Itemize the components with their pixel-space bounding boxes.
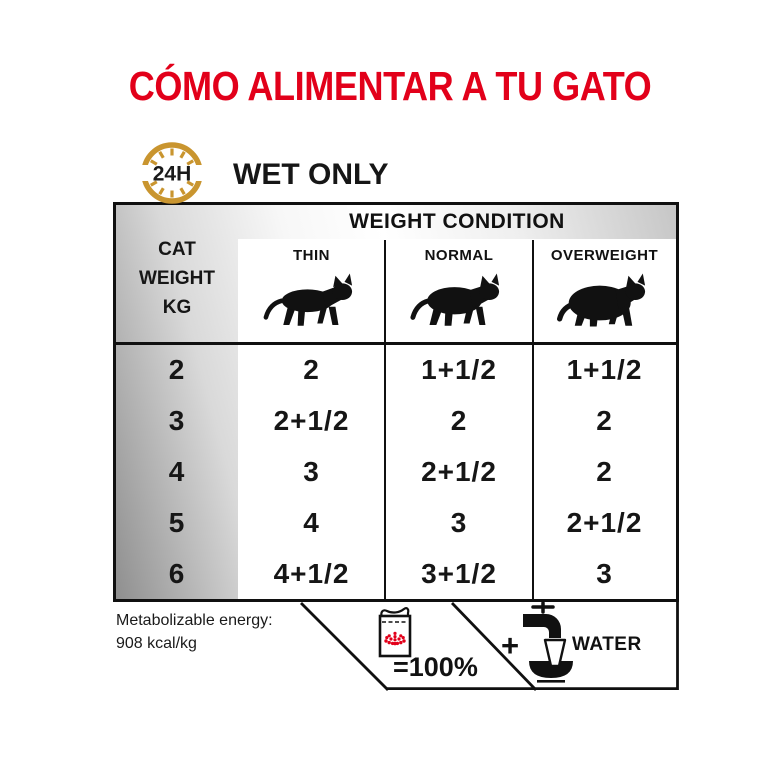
portion-value-overweight: 2 <box>596 455 613 487</box>
column-header-normal: NORMAL <box>385 240 533 342</box>
cat-weight-value: 5 <box>168 506 186 538</box>
24h-clock-icon: 24H <box>138 142 206 204</box>
column-header-overweight: OVERWEIGHT <box>533 240 676 342</box>
overweight-label: OVERWEIGHT <box>550 247 659 264</box>
normal-cat-icon <box>410 273 500 326</box>
portion-value-normal: 3 <box>450 506 468 538</box>
portion-value-normal: 3+1/2 <box>421 557 497 589</box>
table-row: 6 4+1/2 3+1/2 3 <box>116 548 676 599</box>
table-row: 5 4 3 2+1/2 <box>116 497 676 548</box>
metabolizable-energy-note: Metabolizable energy: 908 kcal/kg <box>116 609 273 655</box>
table-rows: 2 2 1+1/2 1+1/2 3 2+1/2 2 2 4 3 2+1/2 2 … <box>116 345 676 599</box>
portion-value-normal: 2+1/2 <box>421 455 497 487</box>
normal-label: NORMAL <box>424 247 494 264</box>
portion-value-overweight: 1+1/2 <box>566 354 643 386</box>
row-header-line: KG <box>162 297 192 318</box>
table-row: 4 3 2+1/2 2 <box>116 447 676 498</box>
water-faucet-icon <box>523 601 573 683</box>
cat-weight-value: 2 <box>168 354 186 386</box>
weight-condition-header: WEIGHT CONDITION <box>349 209 565 233</box>
feeding-table: WEIGHT CONDITION CAT WEIGHT KG THIN <box>113 202 679 602</box>
plus-sign: + <box>501 628 520 663</box>
portion-value-thin: 3 <box>303 455 320 487</box>
table-row: 2 2 1+1/2 1+1/2 <box>116 345 676 396</box>
thin-cat-icon <box>263 273 352 326</box>
page-title: CÓMO ALIMENTAR A TU GATO <box>128 63 652 109</box>
wet-only-label: WET ONLY <box>233 158 389 191</box>
energy-line-1: Metabolizable energy: <box>116 612 273 629</box>
portion-value-overweight: 3 <box>596 557 613 589</box>
clock-24h-label: 24H <box>153 163 192 186</box>
cat-weight-value: 6 <box>168 557 186 589</box>
pouch-equals-100-label: =100% <box>393 652 478 682</box>
portion-value-thin: 4+1/2 <box>273 557 350 589</box>
pouch-icon <box>378 607 412 658</box>
header-divider-line <box>116 342 676 345</box>
cat-weight-value: 3 <box>168 405 186 437</box>
portion-value-overweight: 2 <box>596 405 613 437</box>
portion-value-normal: 1+1/2 <box>421 354 497 386</box>
energy-line-2: 908 kcal/kg <box>116 635 197 652</box>
portion-value-thin: 2 <box>303 354 320 386</box>
cat-weight-kg-label: CAT WEIGHT KG <box>116 235 238 322</box>
crown-logo-dots <box>384 631 406 646</box>
column-header-thin: THIN <box>238 240 385 342</box>
column-divider <box>383 240 387 599</box>
cat-weight-value: 4 <box>168 455 186 487</box>
overweight-cat-icon <box>556 273 645 327</box>
portion-value-thin: 4 <box>303 506 320 538</box>
row-header-line: CAT <box>158 239 196 260</box>
row-header-line: WEIGHT <box>139 268 215 289</box>
portion-value-normal: 2 <box>450 405 468 437</box>
portion-value-overweight: 2+1/2 <box>566 506 643 538</box>
table-row: 3 2+1/2 2 2 <box>116 396 676 447</box>
portion-value-thin: 2+1/2 <box>273 405 350 437</box>
water-label: WATER <box>572 634 642 655</box>
thin-label: THIN <box>293 247 330 264</box>
column-divider <box>531 240 535 599</box>
